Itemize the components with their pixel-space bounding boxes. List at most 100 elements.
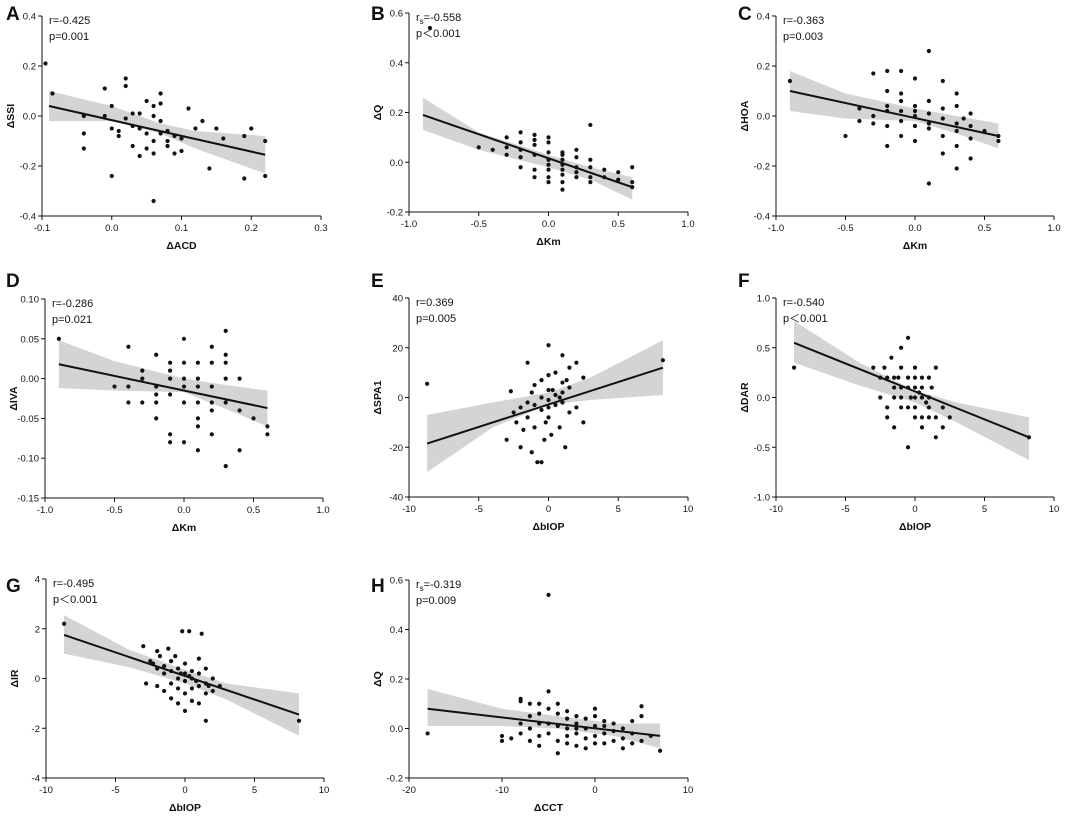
y-tick-label: 0.2 [390,675,403,686]
data-point [263,173,268,179]
x-tick-label: -10 [769,504,783,515]
data-point [560,172,565,177]
data-point [896,375,901,380]
data-point [929,385,934,390]
data-point [162,688,167,694]
data-point [242,133,247,139]
panel-f: F -10 -5 0 5 10 -1.0 -0.5 0.0 0.5 1.0 ΔbIOP ΔDAR r=-0… [738,271,1059,533]
data-point [175,701,181,706]
data-point [565,741,570,746]
y-tick-label: 0.4 [23,12,36,23]
data-point [926,181,932,186]
data-point [532,425,537,430]
data-point [567,410,572,415]
data-point [565,709,570,714]
x-tick-label: 10 [1049,504,1060,515]
data-point [905,405,911,410]
data-point [195,416,200,421]
data-point [602,723,607,729]
data-point [203,691,208,696]
data-point [546,415,551,420]
data-point [592,706,598,711]
data-point [546,373,551,378]
y-tick-label: -0.2 [387,208,403,219]
data-point [940,106,945,111]
data-point [567,385,572,390]
data-point [546,150,551,155]
data-point [169,696,174,701]
data-point [221,136,226,141]
y-tick-label: 0.05 [21,334,40,345]
data-point [885,68,890,74]
data-point [529,390,534,395]
data-point [196,671,201,676]
data-point [151,103,156,109]
data-point [871,121,876,126]
data-point [126,344,131,349]
y-tick-label: -0.05 [17,414,39,425]
data-point [154,416,159,421]
data-point [532,167,537,172]
y-tick-label: 20 [392,343,403,354]
data-point [137,111,142,116]
x-tick-label: 1.0 [1047,223,1060,234]
panel-d: D -1.0 -0.5 0.0 0.5 1.0 -0.15 -0.10 -0.05 0.00 0.0… [6,271,330,534]
x-tick-label: 10 [683,504,694,515]
data-point [564,377,569,383]
data-point [178,671,183,676]
data-point [926,121,932,126]
data-point [169,681,174,686]
data-point [563,445,568,450]
data-point [175,676,181,681]
data-point [620,746,626,751]
p-value: p=0.021 [52,314,92,326]
data-point [546,706,551,711]
data-point [50,91,55,96]
data-point [137,126,142,131]
data-point [141,644,146,649]
data-point [209,432,214,437]
data-point [908,395,913,400]
data-point [660,358,665,363]
data-point [871,71,876,76]
data-point [265,432,270,437]
data-point [158,101,163,106]
data-point [535,460,540,465]
data-point [196,683,201,689]
data-point [588,122,593,128]
data-point [871,113,876,119]
data-point [199,631,204,636]
correlation-coefficient: r=-0.286 [52,298,93,310]
data-point [172,151,177,156]
y-tick-label: -0.2 [387,774,403,785]
y-axis-label: ΔQ [372,105,384,121]
y-axis-label: ΔIVA [8,386,20,411]
data-point [81,113,86,119]
x-tick-label: -1.0 [768,223,784,234]
data-point [982,128,987,134]
data-point [169,668,174,674]
x-tick-label: 0.3 [314,223,327,234]
data-point [648,733,653,739]
data-point [553,392,558,398]
panel-c: C -1.0 -0.5 0.0 0.5 1.0 -0.4 -0.2 0.0 0.2 0.4 ΔKm ΔH… [738,4,1061,252]
data-point [560,353,565,358]
y-tick-label: 0.0 [390,724,403,735]
regression-line [422,114,633,189]
data-point [565,733,570,739]
data-point [217,683,222,689]
data-point [954,143,959,149]
panel-e: E -10 -5 0 5 10 -40 -20 0 20 40 ΔbIOP ΔSPA1 r=0.369 p=… [371,271,693,533]
data-point [620,726,626,731]
data-point [532,175,537,180]
data-point [195,384,200,389]
data-point [195,424,200,429]
data-point [550,387,555,393]
y-tick-label: 0.0 [757,393,770,404]
data-point [885,143,890,149]
data-point [162,663,167,669]
data-point [892,385,897,390]
data-point [537,701,542,706]
data-point [155,683,160,689]
data-point [179,148,184,154]
